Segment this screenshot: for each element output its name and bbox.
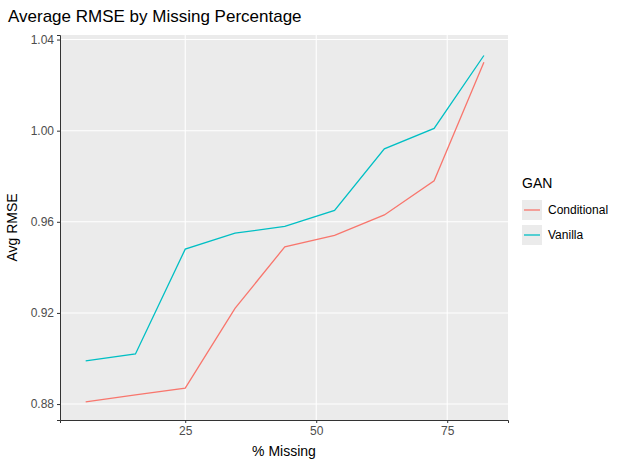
x-axis: 25 50 75	[61, 420, 509, 438]
x-tick-label: 75	[441, 424, 455, 438]
y-tick-label: 0.96	[31, 215, 55, 229]
grid-line	[316, 35, 317, 420]
legend-swatch	[524, 209, 540, 210]
legend-key	[522, 200, 542, 220]
y-axis-title: Avg RMSE	[4, 193, 20, 261]
y-tick-label: 1.04	[31, 33, 55, 47]
y-tick-label: 1.00	[31, 124, 55, 138]
y-tick: 0.92	[31, 306, 60, 320]
y-tick-label: 0.88	[31, 397, 55, 411]
legend-swatch	[524, 234, 540, 235]
x-tick: 25	[179, 420, 193, 438]
x-tick: 75	[441, 420, 455, 438]
chart-title: Average RMSE by Missing Percentage	[8, 7, 302, 26]
y-tick-mark	[57, 404, 60, 405]
y-tick-mark	[57, 40, 60, 41]
x-tick-label: 25	[179, 424, 193, 438]
grid	[60, 35, 508, 420]
grid-line	[60, 312, 508, 313]
legend-key	[522, 225, 542, 245]
y-tick-mark	[57, 222, 60, 223]
legend-label: Vanilla	[548, 228, 583, 242]
legend-label: Conditional	[548, 203, 608, 217]
y-tick-label: 0.92	[31, 306, 55, 320]
grid-line	[60, 130, 508, 131]
y-axis-line	[57, 36, 61, 421]
y-tick-mark	[57, 131, 60, 132]
y-tick: 0.88	[31, 397, 60, 411]
chart: 25 50 75 0.88 0.92 0.96 1.00 1.04 Average RMSE b…	[0, 0, 640, 469]
grid-line	[447, 35, 448, 420]
x-axis-title: % Missing	[252, 443, 316, 459]
legend-title: GAN	[522, 175, 552, 191]
series-group	[86, 56, 484, 402]
y-tick: 1.04	[31, 33, 60, 47]
y-tick: 0.96	[31, 215, 60, 229]
grid-line	[60, 221, 508, 222]
grid-line	[185, 35, 186, 420]
y-tick-mark	[57, 313, 60, 314]
y-axis: 0.88 0.92 0.96 1.00 1.04	[31, 33, 61, 421]
legend: GAN Conditional Vanilla	[522, 175, 608, 245]
grid-line	[60, 39, 508, 40]
series-line	[86, 56, 484, 361]
series-line	[86, 62, 484, 401]
grid-line	[60, 404, 508, 405]
x-tick-label: 50	[310, 424, 324, 438]
plot-background	[60, 35, 508, 420]
x-tick: 50	[310, 420, 324, 438]
y-tick: 1.00	[31, 124, 60, 138]
